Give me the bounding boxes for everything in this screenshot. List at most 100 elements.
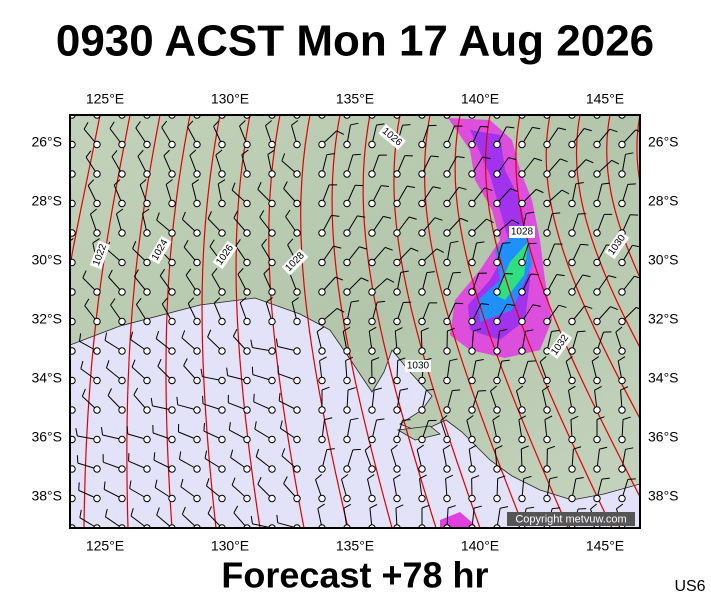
rain-area-south	[440, 512, 475, 528]
station	[443, 317, 451, 326]
station	[243, 229, 251, 237]
barb-flag	[181, 330, 186, 339]
station	[143, 288, 151, 296]
station	[418, 199, 426, 208]
barb-flag	[335, 276, 344, 281]
station	[168, 376, 176, 385]
barb-flag	[580, 243, 589, 246]
lon-label: 145°E	[586, 91, 624, 107]
barb-flag	[187, 297, 195, 304]
station	[268, 465, 276, 473]
station	[443, 406, 451, 414]
station	[493, 317, 501, 326]
barb-flag	[76, 455, 79, 464]
station	[393, 229, 401, 237]
barb-flag	[590, 503, 597, 510]
barb-flag	[523, 475, 532, 480]
barb-flag	[381, 185, 390, 188]
isobar-label-box	[509, 226, 535, 238]
station	[468, 435, 476, 444]
station	[518, 199, 526, 208]
station	[443, 258, 451, 267]
barb-flag	[291, 120, 299, 126]
station	[318, 170, 326, 178]
station	[268, 258, 276, 267]
station	[468, 229, 476, 237]
station	[268, 199, 276, 208]
station	[168, 494, 176, 503]
station	[468, 465, 476, 473]
barb-flag	[617, 356, 626, 362]
barb-flag	[559, 158, 568, 163]
station	[70, 376, 76, 385]
barb-flag	[377, 300, 386, 303]
station	[243, 406, 251, 414]
barb-flag	[233, 210, 239, 219]
barb-flag	[135, 121, 141, 129]
barb-flag	[480, 125, 489, 128]
barb-flag	[217, 179, 226, 185]
station	[543, 229, 551, 237]
isobar	[606, 115, 640, 279]
station	[143, 199, 151, 208]
barb-flag	[204, 450, 208, 459]
barb-flag	[157, 358, 162, 367]
barb-flag	[397, 357, 406, 361]
station	[243, 317, 251, 326]
station	[493, 435, 501, 444]
barb-flag	[350, 122, 359, 126]
station	[343, 317, 351, 326]
barb-flag	[183, 358, 188, 366]
barb-flag	[436, 248, 445, 253]
station	[493, 376, 501, 385]
station	[293, 170, 301, 178]
station	[118, 258, 126, 267]
station	[468, 140, 476, 149]
station	[343, 170, 351, 178]
barb-flag	[482, 156, 491, 160]
isobar	[331, 115, 393, 528]
barb-flag	[287, 238, 294, 246]
barb-flag	[75, 428, 78, 437]
station	[493, 288, 501, 296]
barb-flag	[351, 300, 360, 303]
station	[243, 465, 251, 473]
station	[268, 140, 276, 149]
station	[418, 317, 426, 326]
lon-label: 130°E	[211, 538, 249, 554]
station	[518, 494, 526, 503]
station	[168, 229, 176, 237]
station	[518, 347, 526, 355]
barb-flag	[350, 417, 359, 421]
barb-flag	[466, 415, 474, 421]
lat-label: 26°S	[31, 134, 62, 150]
station	[568, 376, 576, 385]
barb-flag	[345, 356, 354, 362]
station	[293, 288, 301, 296]
isobar	[268, 115, 305, 528]
station	[518, 258, 526, 267]
barb-flag	[530, 273, 539, 276]
station	[70, 229, 76, 237]
isobar-label-box	[378, 124, 406, 150]
barb-flag	[416, 444, 425, 451]
barb-flag	[447, 505, 456, 509]
barb-flag	[610, 306, 619, 311]
station	[518, 465, 526, 473]
barb-flag	[257, 476, 262, 485]
station	[593, 317, 601, 326]
station	[418, 288, 426, 296]
station	[293, 494, 301, 503]
station	[218, 288, 226, 296]
barb-flag	[616, 503, 624, 510]
barb-flag	[575, 477, 584, 480]
barb-flag	[502, 242, 511, 244]
station	[593, 288, 601, 296]
isobar-label-box	[604, 230, 630, 260]
station	[93, 406, 101, 414]
station	[543, 376, 551, 385]
barb-flag	[113, 179, 121, 186]
station	[268, 376, 276, 385]
station	[143, 465, 151, 473]
station	[93, 229, 101, 237]
